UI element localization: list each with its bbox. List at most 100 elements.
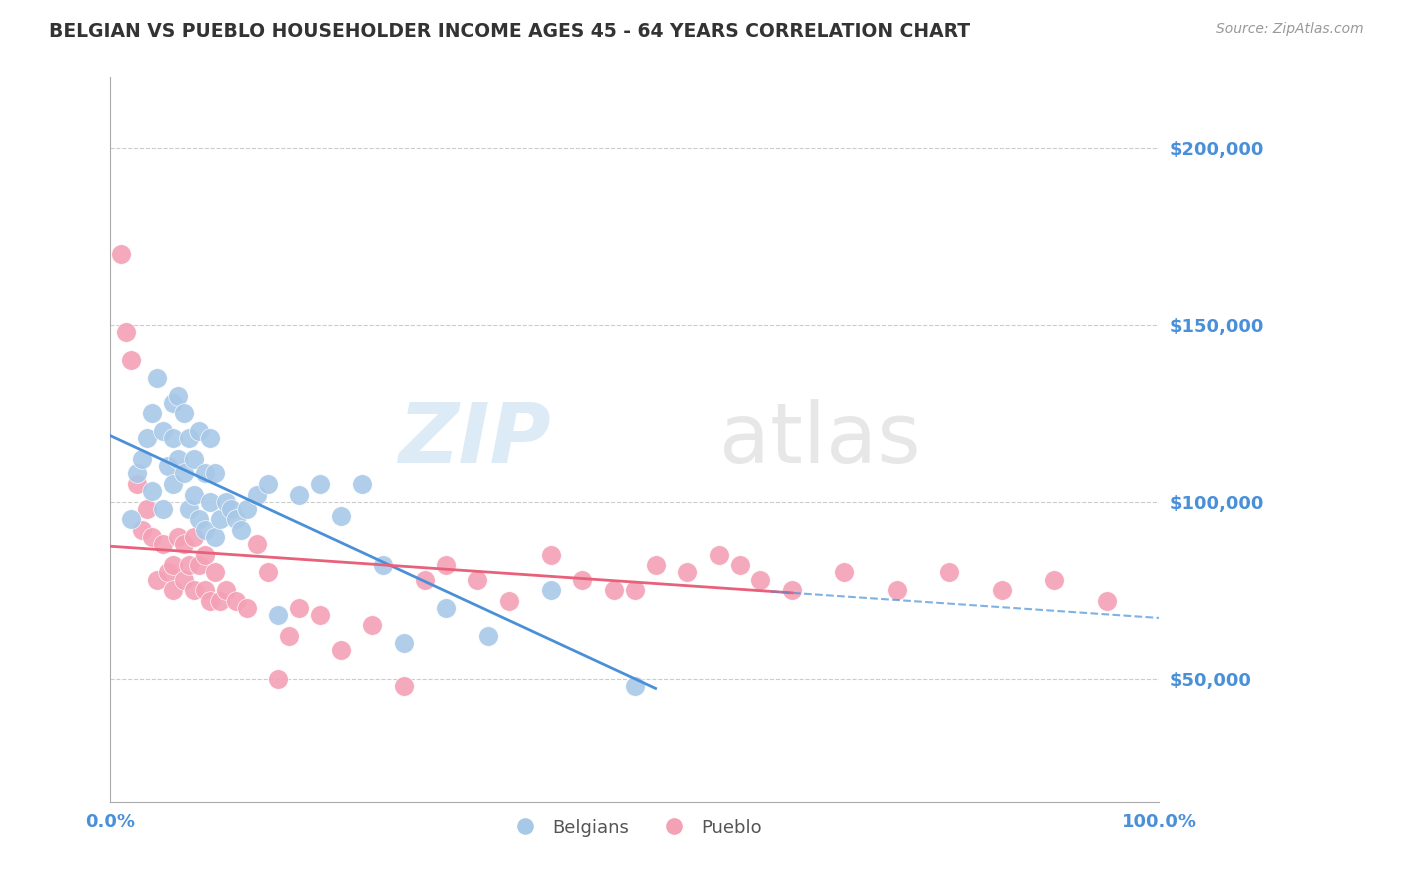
Point [162, 558, 184, 573]
Point [623, 583, 645, 598]
Point [136, 431, 159, 445]
Point [886, 583, 908, 598]
Point [173, 573, 195, 587]
Point [676, 566, 699, 580]
Point [330, 508, 353, 523]
Point [1095, 593, 1118, 607]
Point [125, 477, 148, 491]
Point [152, 537, 174, 551]
Point [392, 679, 415, 693]
Point [198, 431, 221, 445]
Point [246, 537, 269, 551]
Point [990, 583, 1012, 598]
Point [146, 371, 169, 385]
Point [120, 512, 142, 526]
Point [167, 389, 190, 403]
Point [371, 558, 394, 573]
Point [194, 523, 217, 537]
Point [434, 600, 457, 615]
Point [131, 523, 153, 537]
Point [235, 600, 257, 615]
Point [540, 548, 562, 562]
Point [231, 523, 253, 537]
Point [392, 636, 415, 650]
Point [183, 452, 205, 467]
Point [571, 573, 593, 587]
Point [194, 583, 217, 598]
Point [361, 618, 384, 632]
Point [167, 530, 190, 544]
Point [267, 672, 290, 686]
Point [350, 477, 373, 491]
Point [177, 431, 200, 445]
Point [173, 406, 195, 420]
Point [256, 477, 278, 491]
Point [162, 395, 184, 409]
Point [183, 530, 205, 544]
Point [707, 548, 730, 562]
Point [110, 247, 132, 261]
Point [413, 573, 436, 587]
Point [198, 494, 221, 508]
Point [465, 573, 488, 587]
Point [277, 629, 299, 643]
Point [288, 600, 311, 615]
Point [188, 424, 211, 438]
Point [477, 629, 499, 643]
Point [235, 501, 257, 516]
Point [194, 467, 217, 481]
Point [177, 558, 200, 573]
Point [309, 477, 332, 491]
Point [146, 573, 169, 587]
Point [194, 548, 217, 562]
Point [141, 530, 163, 544]
Point [209, 593, 232, 607]
Point [141, 406, 163, 420]
Point [225, 512, 247, 526]
Text: atlas: atlas [718, 400, 921, 481]
Point [136, 501, 159, 516]
Point [225, 593, 247, 607]
Point [115, 325, 138, 339]
Point [204, 467, 226, 481]
Point [167, 452, 190, 467]
Point [183, 488, 205, 502]
Point [623, 679, 645, 693]
Point [214, 583, 236, 598]
Point [834, 566, 856, 580]
Point [152, 424, 174, 438]
Point [188, 558, 211, 573]
Point [728, 558, 751, 573]
Point [540, 583, 562, 598]
Point [183, 583, 205, 598]
Point [162, 583, 184, 598]
Point [219, 501, 242, 516]
Point [498, 593, 520, 607]
Point [131, 452, 153, 467]
Point [209, 512, 232, 526]
Point [188, 512, 211, 526]
Point [173, 467, 195, 481]
Point [156, 566, 179, 580]
Point [749, 573, 772, 587]
Point [162, 477, 184, 491]
Point [214, 494, 236, 508]
Point [938, 566, 960, 580]
Text: Source: ZipAtlas.com: Source: ZipAtlas.com [1216, 22, 1364, 37]
Point [152, 501, 174, 516]
Point [309, 607, 332, 622]
Point [198, 593, 221, 607]
Point [125, 467, 148, 481]
Point [173, 537, 195, 551]
Point [602, 583, 624, 598]
Text: ZIP: ZIP [398, 400, 551, 481]
Text: BELGIAN VS PUEBLO HOUSEHOLDER INCOME AGES 45 - 64 YEARS CORRELATION CHART: BELGIAN VS PUEBLO HOUSEHOLDER INCOME AGE… [49, 22, 970, 41]
Point [246, 488, 269, 502]
Legend: Belgians, Pueblo: Belgians, Pueblo [501, 812, 769, 844]
Point [204, 566, 226, 580]
Point [156, 459, 179, 474]
Point [120, 353, 142, 368]
Point [204, 530, 226, 544]
Point [141, 484, 163, 499]
Point [177, 501, 200, 516]
